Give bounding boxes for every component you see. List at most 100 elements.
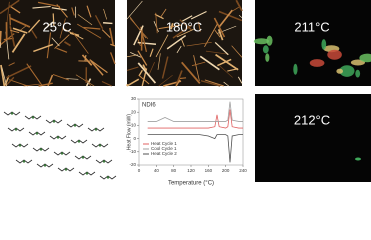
crystal xyxy=(52,74,70,81)
molecule xyxy=(36,163,54,168)
crystal xyxy=(75,74,95,87)
atom xyxy=(22,160,26,163)
panel-label: 25°C xyxy=(42,19,71,34)
atom xyxy=(94,128,98,131)
y-tick-label: 10 xyxy=(131,123,137,128)
y-tick-label: 20 xyxy=(131,109,137,114)
domain xyxy=(309,59,325,67)
crystal xyxy=(138,74,150,85)
x-axis-label: Temperature (°C) xyxy=(168,181,214,187)
crystal xyxy=(54,34,70,49)
y-axis-label: Heat Flow (mW) xyxy=(126,114,132,150)
texture xyxy=(0,0,371,161)
x-tick-label: 160 xyxy=(205,168,213,173)
crystal xyxy=(86,5,92,18)
crystal xyxy=(133,25,144,46)
atom xyxy=(73,124,77,127)
crystal xyxy=(72,31,89,54)
crystal xyxy=(213,17,226,38)
panel-label: 180°C xyxy=(166,19,202,34)
crystal xyxy=(37,1,61,8)
crystal xyxy=(126,78,140,87)
domain xyxy=(355,69,361,78)
crystal xyxy=(109,52,116,65)
crystal xyxy=(9,26,16,47)
crystal xyxy=(63,41,71,47)
crystal xyxy=(0,0,20,15)
crystal xyxy=(101,29,111,38)
crystal xyxy=(6,1,10,26)
crystal xyxy=(101,81,112,87)
legend-label: Cool Cycle 1 xyxy=(151,146,177,151)
atom xyxy=(35,132,39,135)
crystal xyxy=(77,14,93,26)
panel-label: 212°C xyxy=(294,112,330,127)
atom xyxy=(81,156,85,159)
crystal xyxy=(103,22,113,25)
crystal xyxy=(160,8,167,18)
atom xyxy=(39,148,43,151)
crystal xyxy=(181,61,201,84)
crystal xyxy=(153,21,159,33)
crystal xyxy=(218,9,233,28)
crystal xyxy=(166,34,187,50)
crystal xyxy=(51,37,60,47)
crystal xyxy=(9,17,31,28)
crystal xyxy=(232,6,240,12)
crystal xyxy=(217,58,232,67)
atom xyxy=(43,164,47,167)
molecule xyxy=(74,155,92,160)
molecular-packing xyxy=(3,111,117,180)
crystal xyxy=(10,29,20,34)
crystal xyxy=(137,62,157,84)
atom xyxy=(31,116,35,119)
crystal xyxy=(204,79,224,87)
crystal xyxy=(32,5,51,9)
atom xyxy=(106,176,110,179)
atom xyxy=(98,144,102,147)
crystal xyxy=(56,47,68,53)
molecule xyxy=(53,151,71,156)
domain xyxy=(262,45,269,54)
molecule xyxy=(45,119,63,124)
crystal xyxy=(155,34,169,58)
y-tick-label: 30 xyxy=(131,96,137,101)
crystal xyxy=(219,65,233,78)
crystal xyxy=(155,12,158,34)
crystal xyxy=(51,7,67,11)
molecule xyxy=(24,115,42,120)
x-tick-label: 80 xyxy=(171,168,177,173)
x-tick-label: 120 xyxy=(187,168,195,173)
crystal xyxy=(129,18,149,40)
legend-label: Heat Cycle 2 xyxy=(151,151,177,156)
atom xyxy=(85,172,89,175)
crystal xyxy=(81,54,93,66)
atom xyxy=(77,140,81,143)
molecule xyxy=(91,143,109,148)
crystal xyxy=(12,27,28,34)
page: 25°C 180°C 211°C 212°C NDI6 Temperature … xyxy=(0,0,371,187)
crystal xyxy=(179,77,187,80)
crystal xyxy=(86,79,91,87)
crystal xyxy=(77,23,102,39)
crystal xyxy=(59,18,66,39)
atom xyxy=(10,112,14,115)
domain xyxy=(359,53,371,63)
atom xyxy=(102,160,106,163)
atom xyxy=(60,152,64,155)
domain xyxy=(265,53,270,62)
crystal xyxy=(154,13,164,20)
molecule xyxy=(66,123,84,128)
y-tick-label: -20 xyxy=(129,162,136,167)
crystal xyxy=(161,56,169,79)
crystal xyxy=(33,43,54,53)
molecule xyxy=(3,111,21,116)
crystal xyxy=(140,26,148,53)
crystal xyxy=(11,33,26,53)
domain xyxy=(327,49,342,60)
domain xyxy=(321,39,327,50)
crystal xyxy=(190,10,207,20)
crystal xyxy=(231,45,243,58)
crystal xyxy=(65,78,79,80)
crystal xyxy=(205,50,230,55)
